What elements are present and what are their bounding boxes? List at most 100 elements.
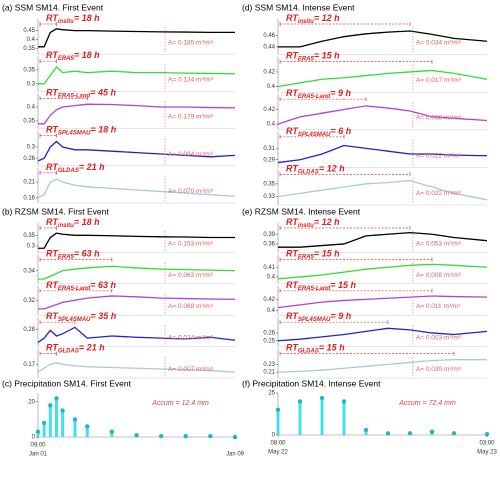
- series-line: [38, 232, 235, 249]
- bar-cap: [429, 429, 435, 434]
- series-line: [277, 359, 487, 373]
- bar-cap: [54, 396, 59, 401]
- rt-sub: ERA5-Land: [58, 93, 91, 99]
- rt-value: = 12 h: [314, 13, 340, 23]
- y-tick-label: 0.44: [263, 44, 275, 50]
- bar-cap: [297, 399, 303, 404]
- y-tick-label: 0.4: [267, 308, 276, 314]
- y-tick-label: 0.4: [267, 84, 276, 90]
- rt-value: = 15 h: [330, 280, 356, 290]
- annotation: Accum = 12.4 mm: [151, 400, 209, 407]
- amplitude-label: A= 0.084 m³/m³: [168, 151, 214, 158]
- rt-label: RTSPL4SMAU= 18 h: [46, 125, 117, 136]
- rt-label: RTGLDAS= 21 h: [46, 162, 105, 173]
- rt-sub: SPL4SMAU: [298, 317, 331, 323]
- rt-label: RTinsitu= 18 h: [46, 13, 100, 24]
- rt-sub: GLDAS: [298, 169, 319, 175]
- y-tick-label: 0.21: [263, 370, 275, 376]
- series-line: [37, 326, 236, 343]
- rt-sub: ERA5-Land: [298, 94, 331, 100]
- bar-cap: [48, 403, 53, 408]
- rt-prefix: RT: [46, 88, 59, 98]
- series-line: [38, 28, 235, 48]
- amplitude-label: A= 0.053 m³/m³: [416, 240, 462, 247]
- amplitude-label: A= 0.068 m³/m³: [168, 303, 214, 310]
- bar-cap: [484, 431, 490, 437]
- y-tick-label: 0.32: [23, 298, 35, 304]
- series-line: [38, 265, 236, 280]
- rt-sub: ERA5: [58, 56, 75, 62]
- y-tick-label: 0.4: [267, 122, 276, 128]
- amplitude-label: A= 0.007 m³/m³: [168, 366, 214, 373]
- y-tick-label: 0.17: [23, 362, 35, 368]
- amplitude-label: A= 0.185 m³/m³: [168, 39, 214, 46]
- y-tick-label: 0.4: [267, 275, 276, 281]
- bar-cap: [451, 431, 457, 436]
- rt-label: RTERA5= 15 h: [286, 51, 340, 62]
- rt-label: RTERA5-Land= 9 h: [286, 89, 351, 100]
- rt-prefix: RT: [286, 280, 299, 290]
- y-tick-label: 20: [28, 399, 35, 405]
- bar-cap: [60, 408, 65, 413]
- rt-sub: ERA5: [298, 254, 315, 260]
- x-tick-label: 09:00: [30, 443, 46, 449]
- y-tick-label: 0.35: [23, 119, 35, 125]
- bar-cap: [109, 429, 115, 434]
- amplitude-label: A= 0.038 m³/m³: [416, 115, 462, 122]
- rt-prefix: RT: [46, 249, 59, 259]
- amplitude-label: A= 0.011 m³/m³: [416, 303, 461, 310]
- x-tick-label: Jan 01: [29, 452, 48, 458]
- bar-cap: [363, 427, 369, 433]
- rt-value: = 9 h: [331, 312, 352, 322]
- series-line: [277, 105, 488, 125]
- rt-prefix: RT: [46, 51, 59, 61]
- rt-prefix: RT: [286, 249, 299, 259]
- annotation: Accum = 72.4 mm: [398, 400, 456, 407]
- panel-title: (e) RZSM SM14. Intense Event: [242, 206, 361, 216]
- rt-sub: insitu: [58, 19, 74, 25]
- y-tick-label: 0.4: [27, 105, 36, 111]
- bar-cap: [158, 433, 164, 439]
- rt-label: RTERA5-Land= 63 h: [46, 280, 116, 291]
- y-tick-label: 0.28: [23, 327, 35, 333]
- rt-label: RTSPL4SMAU= 35 h: [46, 312, 117, 323]
- y-tick-label: 0.3: [27, 145, 36, 151]
- rt-prefix: RT: [46, 162, 59, 172]
- rt-value: = 63 h: [90, 280, 116, 290]
- rt-label: RTinsitu= 12 h: [286, 13, 340, 24]
- rt-sub: SPL4SMAU: [298, 131, 331, 137]
- rt-value: = 12 h: [314, 217, 340, 227]
- rt-prefix: RT: [286, 51, 299, 61]
- y-tick-label: 0.41: [263, 265, 275, 271]
- y-tick-label: 0.39: [263, 232, 275, 238]
- bar-cap: [407, 431, 413, 436]
- y-tick-label: 0.4: [27, 37, 36, 43]
- amplitude-label: A= 0.030 m³/m³: [416, 366, 462, 373]
- rt-sub: insitu: [298, 19, 314, 25]
- y-tick-label: 0.29: [263, 157, 275, 163]
- rt-prefix: RT: [286, 126, 299, 136]
- rt-value: = 12 h: [319, 164, 345, 174]
- y-tick-label: 0: [272, 433, 276, 439]
- series-line: [277, 327, 488, 342]
- y-tick-label: 0.16: [23, 195, 35, 201]
- panel-title: (d) SSM SM14. Intense Event: [242, 2, 355, 12]
- rt-prefix: RT: [46, 13, 59, 23]
- bar-cap: [41, 420, 47, 426]
- rt-prefix: RT: [286, 217, 299, 227]
- rt-value: = 18 h: [74, 217, 100, 227]
- rt-sub: ERA5-Land: [58, 285, 91, 291]
- rt-sub: GLDAS: [298, 348, 319, 354]
- y-tick-label: 0.35: [23, 46, 35, 52]
- y-tick-label: 0.34: [23, 268, 35, 274]
- rt-label: RTSPL4SMAU= 9 h: [286, 312, 352, 323]
- rt-label: RTinsitu= 12 h: [286, 217, 340, 228]
- rt-prefix: RT: [46, 125, 59, 135]
- series-line: [277, 263, 488, 280]
- rt-label: RTERA5= 63 h: [46, 249, 100, 260]
- rt-sub: GLDAS: [58, 348, 79, 354]
- amplitude-label: A= 0.134 m³/m³: [168, 77, 214, 84]
- rt-value: = 21 h: [79, 343, 105, 353]
- series-line: [38, 103, 236, 125]
